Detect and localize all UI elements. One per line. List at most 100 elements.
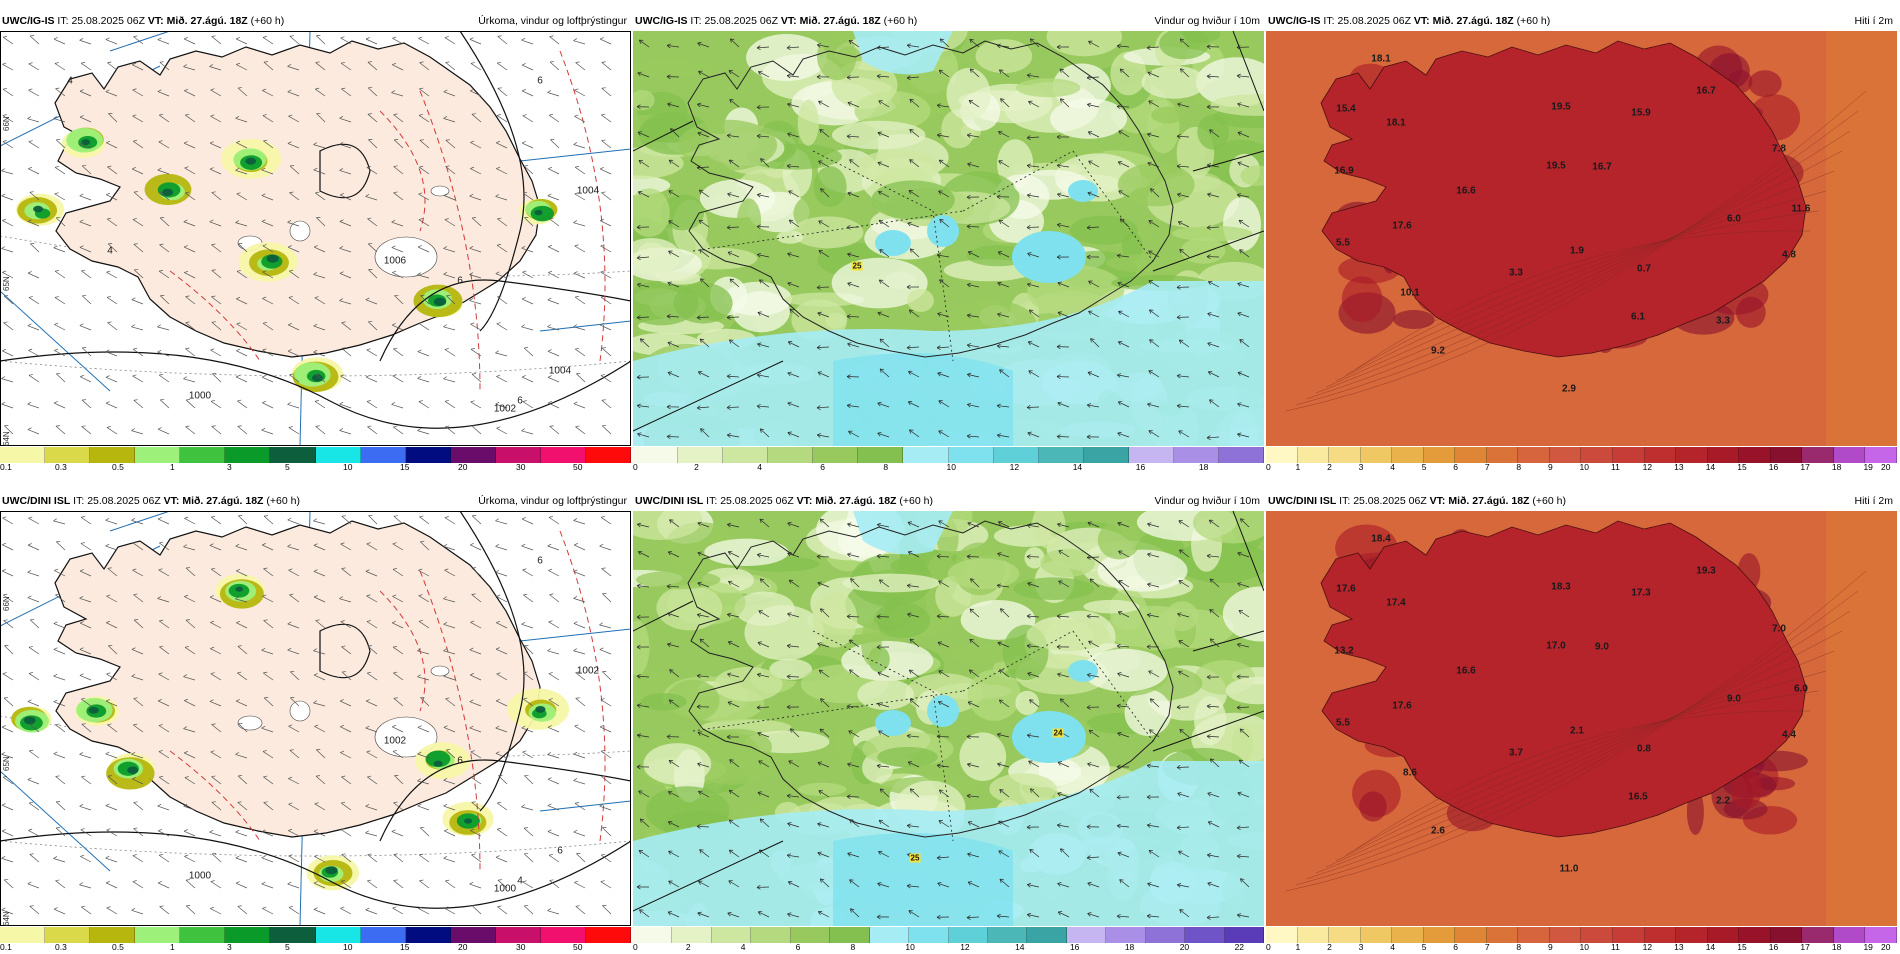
scale-swatch [1424,927,1456,943]
map-panel-precip-igis: UWC/IG-IS IT: 25.08.2025 06Z VT: Mið. 27… [0,11,631,474]
map-svg [1266,511,1897,926]
scale-swatch [1084,447,1129,463]
valid-time: Mið. 27.ágú. 18Z [1433,15,1514,27]
map-value-label: 17.3 [1631,588,1650,599]
valid-time: Mið. 27.ágú. 18Z [800,15,881,27]
scale-tick-label: 0.5 [112,462,124,473]
scale-tick-label: 17 [1800,942,1809,953]
scale-swatch [1550,447,1582,463]
issue-time: 25.08.2025 06Z [1353,495,1427,507]
gust-label: 25 [852,262,863,271]
scale-tick-label: 12 [960,942,969,953]
scale-swatch [813,447,858,463]
scale-tick-label: 14 [1706,462,1715,473]
scale-tick-label: 0.1 [0,462,12,473]
field-title: Úrkoma, vindur og loftþrýstingur [478,491,627,511]
scale-swatch [1865,927,1897,943]
latitude-label: 64N [2,431,11,446]
scale-tick-label: 0.3 [55,462,67,473]
model-name: UWC/DINI ISL [635,495,703,507]
map-value-label: 5.5 [1336,718,1350,729]
lead-time: (+60 h) [1532,495,1566,507]
scale-swatch [1298,927,1330,943]
map-panel-wind-igis: UWC/IG-IS IT: 25.08.2025 06Z VT: Mið. 27… [633,11,1264,474]
scale-swatch [1708,447,1740,463]
scale-tick-label: 5 [285,942,290,953]
map-area: 1000100210041006100466664466N65N64N [0,31,631,446]
scale-swatch [1645,447,1677,463]
map-value-label: 8.6 [1403,768,1417,779]
scale-swatch [678,447,723,463]
map-value-label: 15.9 [1631,108,1650,119]
map-value-label: 4 [107,246,113,257]
scale-tick-label: 2 [686,942,691,953]
scale-swatch [1771,927,1803,943]
scale-swatch [135,447,180,463]
scale-swatch [270,927,315,943]
scale-tick-label: 18 [1125,942,1134,953]
scale-swatch [1361,927,1393,943]
scale-swatch [1129,447,1174,463]
scale-tick-label: 15 [1737,462,1746,473]
scale-swatch [1613,927,1645,943]
scale-swatch [180,447,225,463]
scale-swatch [1392,447,1424,463]
scale-tick-label: 14 [1015,942,1024,953]
scale-tick-label: 10 [1580,942,1589,953]
scale-swatch [270,447,315,463]
scale-swatch [723,447,768,463]
scale-tick-label: 17 [1800,462,1809,473]
scale-tick-label: 16 [1070,942,1079,953]
map-value-label: 11.6 [1792,204,1811,215]
vt-label: VT: [148,15,164,27]
scale-tick-label: 15 [400,942,409,953]
scale-swatch [1739,927,1771,943]
lead-time: (+60 h) [884,15,918,27]
scale-swatch [1455,927,1487,943]
gust-label: 24 [1053,729,1064,738]
scale-tick-label: 0 [633,462,638,473]
map-value-label: 1000 [189,871,211,882]
lead-time: (+60 h) [899,495,933,507]
scale-tick-label: 50 [573,942,582,953]
panel-header: UWC/IG-IS IT: 25.08.2025 06Z VT: Mið. 27… [1266,11,1897,31]
scale-tick-label: 8 [883,462,888,473]
scale-tick-label: 0.3 [55,942,67,953]
map-value-label: 6 [457,756,463,767]
scale-tick-label: 30 [516,942,525,953]
scale-swatch [870,927,909,943]
map-value-label: 9.0 [1595,642,1609,653]
map-value-label: 1.9 [1570,246,1584,257]
map-value-label: 2.1 [1570,726,1584,737]
valid-time: Mið. 27.ágú. 18Z [167,15,248,27]
scale-tick-label: 5 [1422,462,1427,473]
map-value-label: 15.4 [1336,104,1355,115]
scale-swatch [406,927,451,943]
scale-tick-label: 19 [1863,462,1872,473]
map-value-label: 10.1 [1400,288,1419,299]
scale-tick-label: 10 [343,942,352,953]
panel-header: UWC/DINI ISL IT: 25.08.2025 06Z VT: Mið.… [633,491,1264,511]
model-name: UWC/IG-IS [635,15,688,27]
scale-tick-label: 9 [1548,462,1553,473]
map-value-label: 1002 [494,404,516,415]
map-value-label: 1004 [577,186,599,197]
map-value-label: 16.6 [1456,666,1475,677]
it-label: IT: [1323,15,1334,27]
map-value-label: 16.7 [1592,162,1611,173]
it-label: IT: [690,15,701,27]
latitude-label: 66N [2,596,11,611]
map-value-label: 1004 [549,366,571,377]
scale-tick-label: 2 [1327,462,1332,473]
scale-swatch [45,927,90,943]
vt-label: VT: [797,495,813,507]
it-label: IT: [57,15,68,27]
map-svg [633,511,1264,926]
scale-swatch [0,927,45,943]
map-value-label: 7.0 [1772,624,1786,635]
map-value-label: 11.0 [1560,864,1579,875]
map-value-label: 3.3 [1716,316,1730,327]
map-value-label: 17.6 [1392,701,1411,712]
